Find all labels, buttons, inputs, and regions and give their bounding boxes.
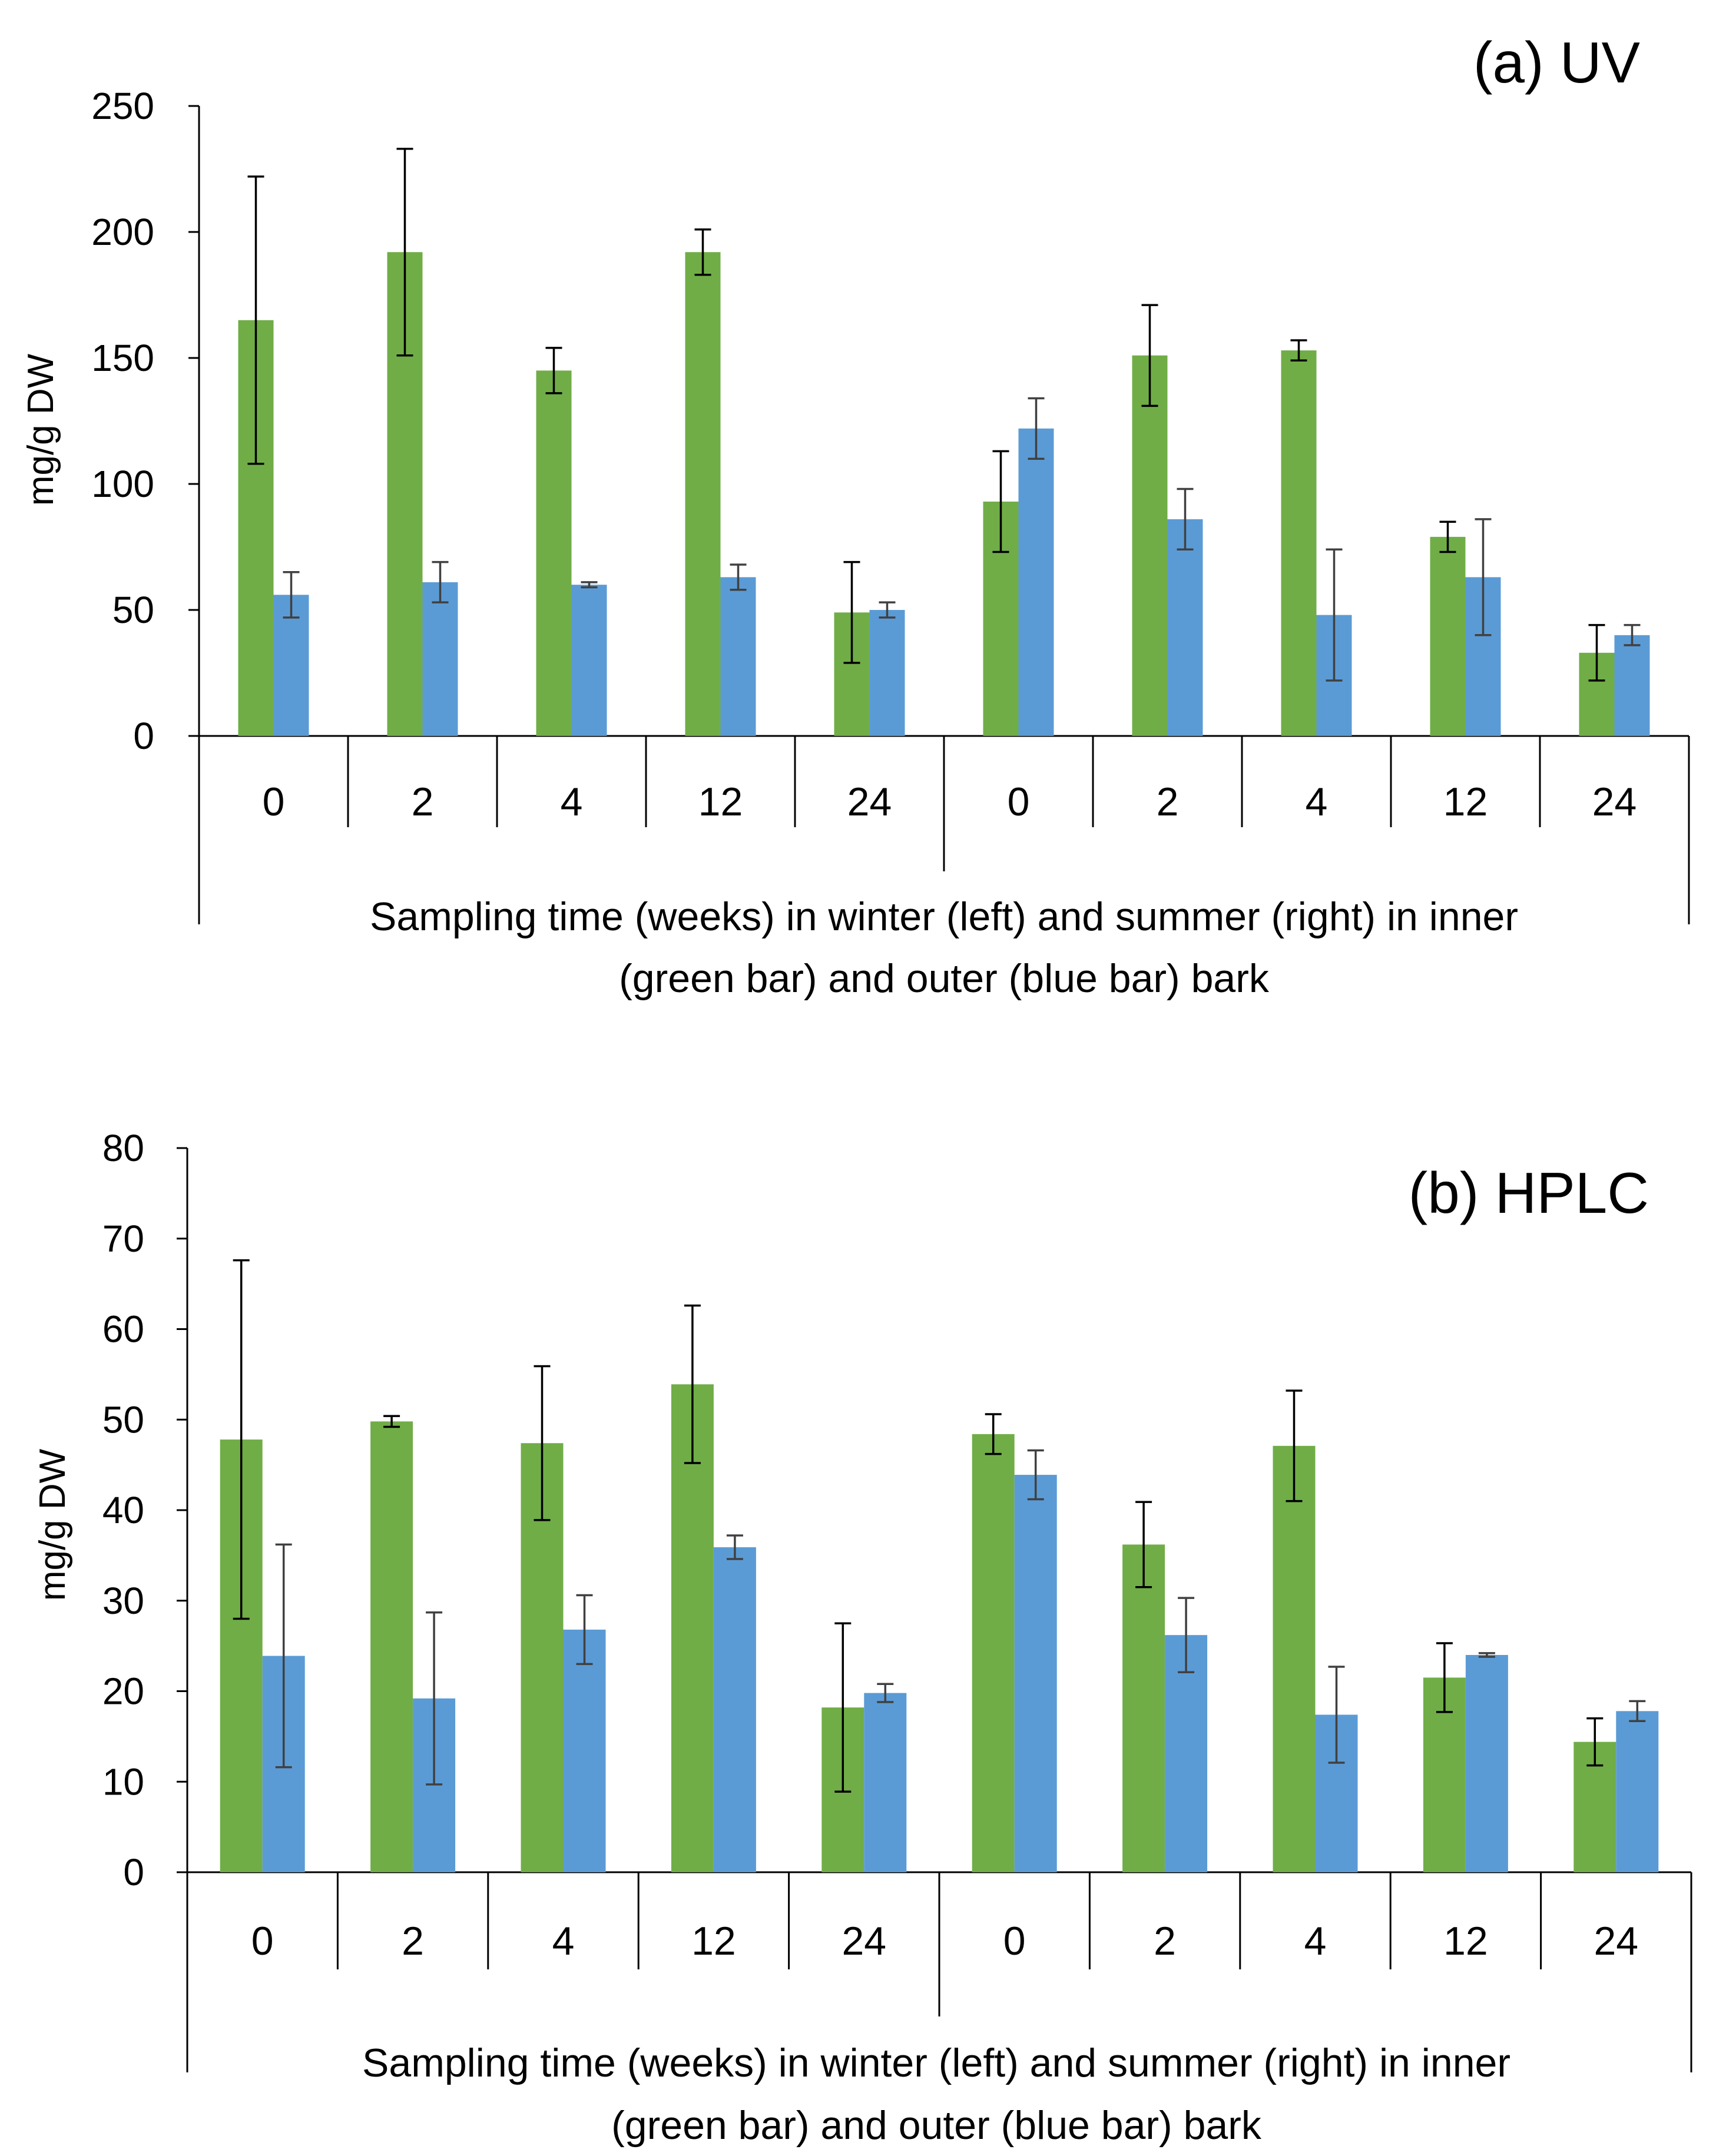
uv-y-tick-label: 200 (91, 211, 154, 253)
hplc-x-axis-label-line2: (green bar) and outer (blue bar) bark (611, 2103, 1262, 2148)
hplc-x-tick-label: 4 (552, 1919, 575, 1963)
hplc-x-tick-label: 12 (691, 1919, 736, 1963)
uv-y-tick-label: 0 (133, 715, 154, 757)
hplc-bar-outer (864, 1693, 907, 1872)
uv-bar-inner (536, 370, 572, 736)
hplc-x-tick-label: 24 (842, 1919, 886, 1963)
uv-bar-outer (1614, 635, 1650, 736)
uv-y-tick-label: 250 (91, 85, 154, 127)
hplc-bar-outer (1014, 1475, 1057, 1872)
uv-bar-outer (571, 585, 607, 736)
hplc-bar-inner (972, 1434, 1015, 1872)
hplc-bar-outer (1465, 1655, 1508, 1872)
hplc-x-tick-label: 0 (1003, 1919, 1026, 1963)
hplc-y-tick-label: 80 (102, 1127, 144, 1169)
uv-bar-outer (869, 610, 905, 736)
hplc-bar-outer (713, 1547, 756, 1872)
uv-bar-inner (1132, 355, 1168, 736)
hplc-chart: (b) HPLC mg/g DW Sampling time (weeks) i… (32, 1127, 1692, 2148)
hplc-x-tick-label: 2 (402, 1919, 424, 1963)
uv-bar-inner (1430, 536, 1466, 736)
hplc-y-tick-label: 10 (102, 1760, 144, 1803)
uv-y-axis-label: mg/g DW (21, 353, 61, 506)
uv-x-tick-label: 4 (561, 780, 583, 824)
hplc-y-tick-label: 30 (102, 1580, 144, 1622)
uv-x-tick-label: 4 (1306, 780, 1328, 824)
uv-bar-inner (685, 252, 721, 736)
uv-bar-inner (1281, 350, 1317, 736)
hplc-y-axis-label: mg/g DW (32, 1448, 73, 1601)
hplc-y-tick-label: 20 (102, 1670, 144, 1713)
hplc-bar-inner (1273, 1445, 1316, 1872)
hplc-x-tick-label: 2 (1154, 1919, 1176, 1963)
hplc-y-tick-label: 70 (102, 1218, 144, 1260)
uv-x-tick-label: 24 (1592, 780, 1637, 824)
hplc-y-tick-label: 0 (123, 1851, 144, 1893)
uv-x-tick-label: 12 (1443, 780, 1488, 824)
uv-y-tick-label: 100 (91, 463, 154, 505)
uv-y-tick-label: 150 (91, 337, 154, 379)
uv-chart: (a) UV mg/g DW Sampling time (weeks) in … (21, 30, 1690, 1001)
hplc-y-tick-label: 60 (102, 1308, 144, 1351)
hplc-bar-inner (370, 1421, 413, 1872)
uv-x-axis-label-line1: Sampling time (weeks) in winter (left) a… (370, 894, 1518, 939)
hplc-bar-outer (1165, 1635, 1208, 1872)
hplc-x-tick-label: 12 (1443, 1919, 1488, 1963)
uv-y-tick-label: 50 (112, 589, 154, 631)
hplc-y-tick-label: 50 (102, 1398, 144, 1441)
uv-x-tick-label: 12 (698, 780, 743, 824)
hplc-bar-inner (671, 1384, 714, 1872)
hplc-x-tick-label: 0 (251, 1919, 274, 1963)
hplc-bar-inner (1122, 1544, 1165, 1872)
hplc-x-axis-label-line1: Sampling time (weeks) in winter (left) a… (362, 2041, 1510, 2085)
hplc-y-tick-label: 40 (102, 1489, 144, 1531)
uv-bar-outer (720, 577, 756, 736)
hplc-x-tick-label: 4 (1304, 1919, 1327, 1963)
uv-x-tick-label: 2 (1157, 780, 1179, 824)
uv-bar-outer (1167, 519, 1203, 736)
uv-x-axis-label-line2: (green bar) and outer (blue bar) bark (619, 956, 1270, 1001)
uv-bar-outer (1018, 428, 1054, 736)
hplc-chart-title: (b) HPLC (1409, 1160, 1649, 1225)
uv-chart-title: (a) UV (1473, 30, 1640, 95)
uv-x-tick-label: 0 (1008, 780, 1030, 824)
uv-x-tick-label: 0 (263, 780, 285, 824)
hplc-bar-outer (563, 1629, 606, 1872)
uv-bar-outer (422, 582, 458, 736)
hplc-bar-outer (1616, 1711, 1659, 1872)
hplc-x-tick-label: 24 (1594, 1919, 1638, 1963)
uv-x-tick-label: 2 (412, 780, 434, 824)
uv-x-tick-label: 24 (847, 780, 892, 824)
